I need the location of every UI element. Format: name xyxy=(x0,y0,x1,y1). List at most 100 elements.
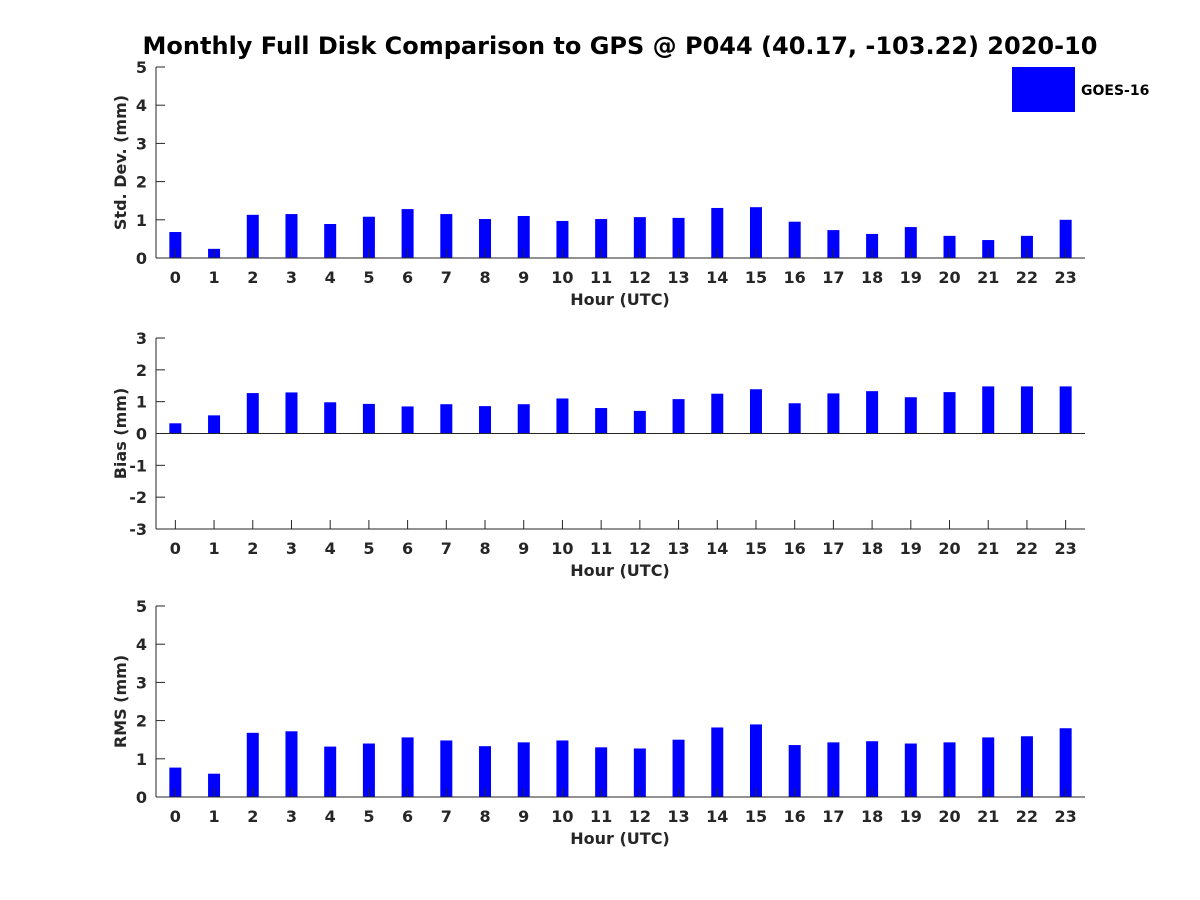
x-tick-label: 20 xyxy=(938,539,960,558)
bar-hour-17 xyxy=(827,742,840,797)
bar-hour-23 xyxy=(1059,219,1072,258)
x-axis-label: Hour (UTC) xyxy=(570,290,670,309)
x-tick-label: 10 xyxy=(551,539,573,558)
x-tick-label: 13 xyxy=(667,539,689,558)
bar-hour-15 xyxy=(749,389,762,434)
bar-hour-14 xyxy=(711,393,724,434)
x-tick-label: 9 xyxy=(518,807,529,826)
bar-hour-4 xyxy=(324,224,337,258)
bar-hour-16 xyxy=(788,403,801,434)
x-tick-label: 6 xyxy=(402,807,413,826)
y-tick-label: 1 xyxy=(136,211,147,230)
x-tick-label: 23 xyxy=(1055,268,1077,287)
bar-hour-5 xyxy=(362,743,375,797)
bar-hour-16 xyxy=(788,745,801,797)
x-tick-label: 15 xyxy=(745,268,767,287)
x-tick-label: 12 xyxy=(629,539,651,558)
bar-hour-1 xyxy=(208,415,221,434)
bar-hour-18 xyxy=(866,741,879,797)
y-tick-label: -2 xyxy=(129,488,147,507)
y-tick-label: 4 xyxy=(136,635,147,654)
bar-hour-7 xyxy=(440,740,453,797)
y-tick-label: 3 xyxy=(136,134,147,153)
x-tick-label: 8 xyxy=(479,539,490,558)
x-tick-label: 5 xyxy=(363,268,374,287)
x-tick-label: 3 xyxy=(286,268,297,287)
y-tick-label: 2 xyxy=(136,173,147,192)
bar-hour-3 xyxy=(285,214,298,258)
bar-hour-7 xyxy=(440,214,453,258)
x-tick-label: 5 xyxy=(363,539,374,558)
bar-hour-2 xyxy=(246,393,259,434)
bar-hour-19 xyxy=(904,227,917,258)
y-tick-label: 2 xyxy=(136,361,147,380)
x-tick-label: 6 xyxy=(402,268,413,287)
x-tick-label: 16 xyxy=(784,807,806,826)
bar-hour-6 xyxy=(401,209,414,258)
x-tick-label: 11 xyxy=(590,268,612,287)
x-tick-label: 9 xyxy=(518,268,529,287)
x-tick-label: 10 xyxy=(551,807,573,826)
x-tick-label: 1 xyxy=(208,268,219,287)
x-tick-label: 10 xyxy=(551,268,573,287)
bar-hour-22 xyxy=(1020,386,1033,434)
x-axis-label: Hour (UTC) xyxy=(570,561,670,580)
x-tick-label: 21 xyxy=(977,268,999,287)
bar-hour-9 xyxy=(517,404,530,434)
x-tick-label: 8 xyxy=(479,807,490,826)
x-tick-label: 11 xyxy=(590,807,612,826)
x-tick-label: 14 xyxy=(706,539,728,558)
bar-hour-13 xyxy=(672,739,685,797)
bar-hour-19 xyxy=(904,743,917,797)
x-tick-label: 1 xyxy=(208,807,219,826)
x-tick-label: 15 xyxy=(745,539,767,558)
bar-hour-17 xyxy=(827,393,840,434)
x-tick-label: 22 xyxy=(1016,539,1038,558)
bar-hour-23 xyxy=(1059,728,1072,797)
y-tick-label: 2 xyxy=(136,712,147,731)
x-tick-label: 8 xyxy=(479,268,490,287)
bar-hour-4 xyxy=(324,746,337,797)
x-tick-label: 14 xyxy=(706,268,728,287)
legend-label: GOES-16 xyxy=(1081,83,1149,99)
x-tick-label: 20 xyxy=(938,268,960,287)
x-tick-label: 21 xyxy=(977,807,999,826)
x-tick-label: 23 xyxy=(1055,807,1077,826)
x-tick-label: 22 xyxy=(1016,807,1038,826)
bar-hour-0 xyxy=(169,232,182,258)
bar-hour-16 xyxy=(788,221,801,258)
bar-hour-11 xyxy=(595,747,608,797)
x-tick-label: 9 xyxy=(518,539,529,558)
bar-hour-7 xyxy=(440,404,453,434)
y-tick-label: -1 xyxy=(129,456,147,475)
bar-hour-18 xyxy=(866,391,879,434)
x-tick-label: 16 xyxy=(784,268,806,287)
x-tick-label: 14 xyxy=(706,807,728,826)
y-tick-label: 3 xyxy=(136,329,147,348)
bar-hour-13 xyxy=(672,399,685,434)
x-tick-label: 18 xyxy=(861,807,883,826)
x-tick-label: 7 xyxy=(441,807,452,826)
x-axis-label: Hour (UTC) xyxy=(570,829,670,848)
bar-hour-3 xyxy=(285,392,298,434)
y-tick-label: 4 xyxy=(136,96,147,115)
bar-hour-20 xyxy=(943,742,956,797)
x-tick-label: 4 xyxy=(325,807,336,826)
x-tick-label: 16 xyxy=(784,539,806,558)
bar-hour-21 xyxy=(982,386,995,434)
bar-hour-6 xyxy=(401,406,414,434)
bar-hour-14 xyxy=(711,727,724,797)
y-tick-label: 1 xyxy=(136,393,147,412)
bar-hour-5 xyxy=(362,403,375,434)
x-tick-label: 12 xyxy=(629,807,651,826)
x-tick-label: 13 xyxy=(667,807,689,826)
bar-hour-19 xyxy=(904,397,917,434)
y-tick-label: 0 xyxy=(136,249,147,268)
x-tick-label: 2 xyxy=(247,539,258,558)
bar-hour-9 xyxy=(517,215,530,258)
x-tick-label: 3 xyxy=(286,807,297,826)
x-tick-label: 7 xyxy=(441,539,452,558)
x-tick-label: 1 xyxy=(208,539,219,558)
